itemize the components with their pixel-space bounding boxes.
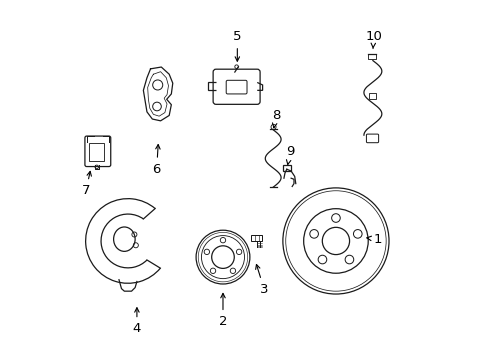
Text: 5: 5 — [233, 30, 241, 61]
Bar — [368, 93, 376, 99]
Text: 7: 7 — [81, 171, 91, 197]
Text: 9: 9 — [285, 145, 294, 165]
Text: 6: 6 — [152, 145, 161, 176]
Text: 1: 1 — [366, 233, 381, 246]
Text: 2: 2 — [218, 293, 227, 328]
Text: 3: 3 — [255, 265, 268, 296]
Text: 10: 10 — [365, 30, 381, 49]
Text: 8: 8 — [271, 109, 280, 128]
Bar — [88, 143, 104, 161]
Bar — [282, 165, 290, 171]
Text: 4: 4 — [132, 308, 141, 335]
Bar — [251, 235, 262, 241]
